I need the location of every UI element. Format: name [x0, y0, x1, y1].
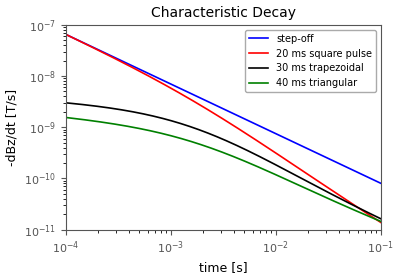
40 ms triangular	[246, 161, 251, 165]
Line: 40 ms triangular: 40 ms triangular	[66, 118, 381, 221]
step-off	[83, 42, 88, 45]
Title: Characteristic Decay: Characteristic Decay	[151, 6, 296, 20]
40 ms triangular	[83, 118, 88, 122]
40 ms triangular	[264, 169, 269, 172]
40 ms triangular	[335, 201, 340, 204]
step-off	[378, 182, 383, 185]
Line: 20 ms square pulse: 20 ms square pulse	[66, 34, 381, 223]
step-off	[302, 146, 307, 149]
40 ms triangular	[378, 220, 383, 223]
20 ms square pulse	[255, 139, 260, 143]
step-off	[335, 161, 340, 164]
30 ms trapezoidal	[64, 101, 68, 104]
Y-axis label: -dBz/dt [T/s]: -dBz/dt [T/s]	[6, 89, 18, 166]
30 ms trapezoidal	[264, 158, 269, 162]
30 ms trapezoidal	[378, 217, 383, 221]
step-off	[64, 33, 68, 36]
20 ms square pulse	[302, 171, 307, 174]
20 ms square pulse	[264, 145, 269, 149]
step-off	[246, 119, 251, 123]
Line: step-off: step-off	[66, 34, 381, 183]
20 ms square pulse	[83, 42, 88, 46]
30 ms trapezoidal	[83, 103, 88, 106]
step-off	[255, 123, 260, 127]
40 ms triangular	[255, 165, 260, 168]
X-axis label: time [s]: time [s]	[199, 262, 248, 274]
step-off	[264, 128, 269, 131]
20 ms square pulse	[335, 192, 340, 195]
20 ms square pulse	[64, 33, 68, 36]
30 ms trapezoidal	[246, 150, 251, 153]
Legend: step-off, 20 ms square pulse, 30 ms trapezoidal, 40 ms triangular: step-off, 20 ms square pulse, 30 ms trap…	[245, 30, 376, 92]
20 ms square pulse	[378, 221, 383, 224]
20 ms square pulse	[246, 134, 251, 137]
40 ms triangular	[64, 116, 68, 119]
Line: 30 ms trapezoidal: 30 ms trapezoidal	[66, 103, 381, 219]
40 ms triangular	[302, 186, 307, 190]
30 ms trapezoidal	[255, 154, 260, 157]
30 ms trapezoidal	[302, 178, 307, 182]
30 ms trapezoidal	[335, 195, 340, 199]
